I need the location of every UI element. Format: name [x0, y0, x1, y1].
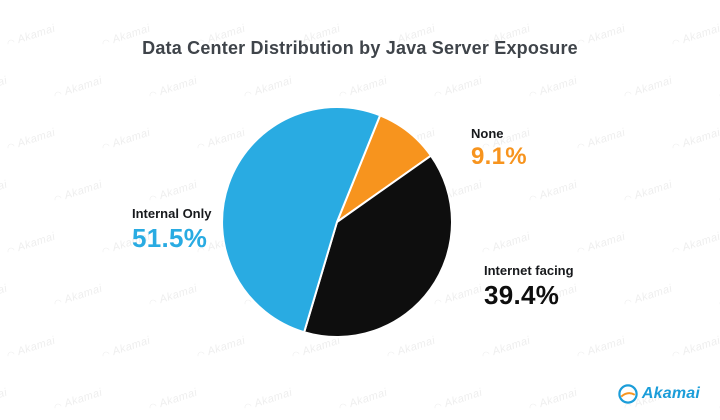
watermark-item: Akamai: [432, 75, 484, 102]
slice-label-none: None: [471, 126, 504, 141]
watermark-item: Akamai: [5, 231, 57, 258]
pie-slice-internal-only: [221, 106, 382, 334]
watermark-item: Akamai: [527, 179, 579, 206]
watermark-item: Akamai: [575, 335, 627, 362]
watermark-item: Akamai: [147, 283, 199, 310]
watermark-item: Akamai: [52, 179, 104, 206]
watermark-item: Akamai: [5, 335, 57, 362]
akamai-logo-wordmark: Akamai: [641, 385, 700, 402]
slice-value-internet-facing: 39.4%: [484, 280, 560, 310]
watermark-item: Akamai: [480, 335, 532, 362]
watermark-item: Akamai: [527, 387, 579, 414]
akamai-logo: Akamai: [618, 384, 700, 404]
watermark-item: Akamai: [5, 127, 57, 154]
slice-value-none: 9.1%: [471, 143, 527, 170]
watermark-item: Akamai: [670, 231, 720, 258]
slice-label-group-none: None 9.1%: [471, 126, 527, 171]
watermark-item: Akamai: [480, 231, 532, 258]
watermark-item: Akamai: [527, 75, 579, 102]
watermark-item: Akamai: [0, 283, 9, 310]
akamai-logo-mark-icon: [618, 384, 638, 404]
slice-label-group-internal-only: Internal Only 51.5%: [132, 206, 211, 254]
watermark-item: Akamai: [52, 387, 104, 414]
slice-label-internet-facing: Internet facing: [484, 263, 574, 278]
watermark-item: Akamai: [622, 75, 674, 102]
watermark-item: Akamai: [0, 387, 9, 414]
watermark-item: Akamai: [0, 75, 9, 102]
slice-label-internal-only: Internal Only: [132, 206, 212, 221]
watermark-item: Akamai: [242, 387, 294, 414]
watermark-item: Akamai: [622, 283, 674, 310]
pie-svg: [221, 106, 454, 338]
watermark-item: Akamai: [670, 335, 720, 362]
watermark-item: Akamai: [0, 179, 9, 206]
slice-label-group-internet-facing: Internet facing 39.4%: [484, 263, 574, 311]
chart-title: Data Center Distribution by Java Server …: [142, 38, 578, 58]
watermark-item: Akamai: [100, 127, 152, 154]
watermark-item: Akamai: [100, 335, 152, 362]
watermark-item: Akamai: [52, 75, 104, 102]
watermark-item: Akamai: [242, 75, 294, 102]
watermark-item: Akamai: [147, 179, 199, 206]
pie-chart: [218, 103, 456, 341]
watermark-item: Akamai: [147, 387, 199, 414]
watermark-item: Akamai: [52, 283, 104, 310]
watermark-item: Akamai: [670, 127, 720, 154]
watermark-item: Akamai: [622, 179, 674, 206]
watermark-item: Akamai: [147, 75, 199, 102]
slice-value-internal-only: 51.5%: [132, 223, 208, 253]
watermark-item: Akamai: [337, 75, 389, 102]
watermark-item: Akamai: [575, 231, 627, 258]
pie-slice-internet-facing: [303, 154, 454, 338]
watermark-item: Akamai: [575, 127, 627, 154]
watermark-item: Akamai: [432, 387, 484, 414]
watermark-item: Akamai: [337, 387, 389, 414]
